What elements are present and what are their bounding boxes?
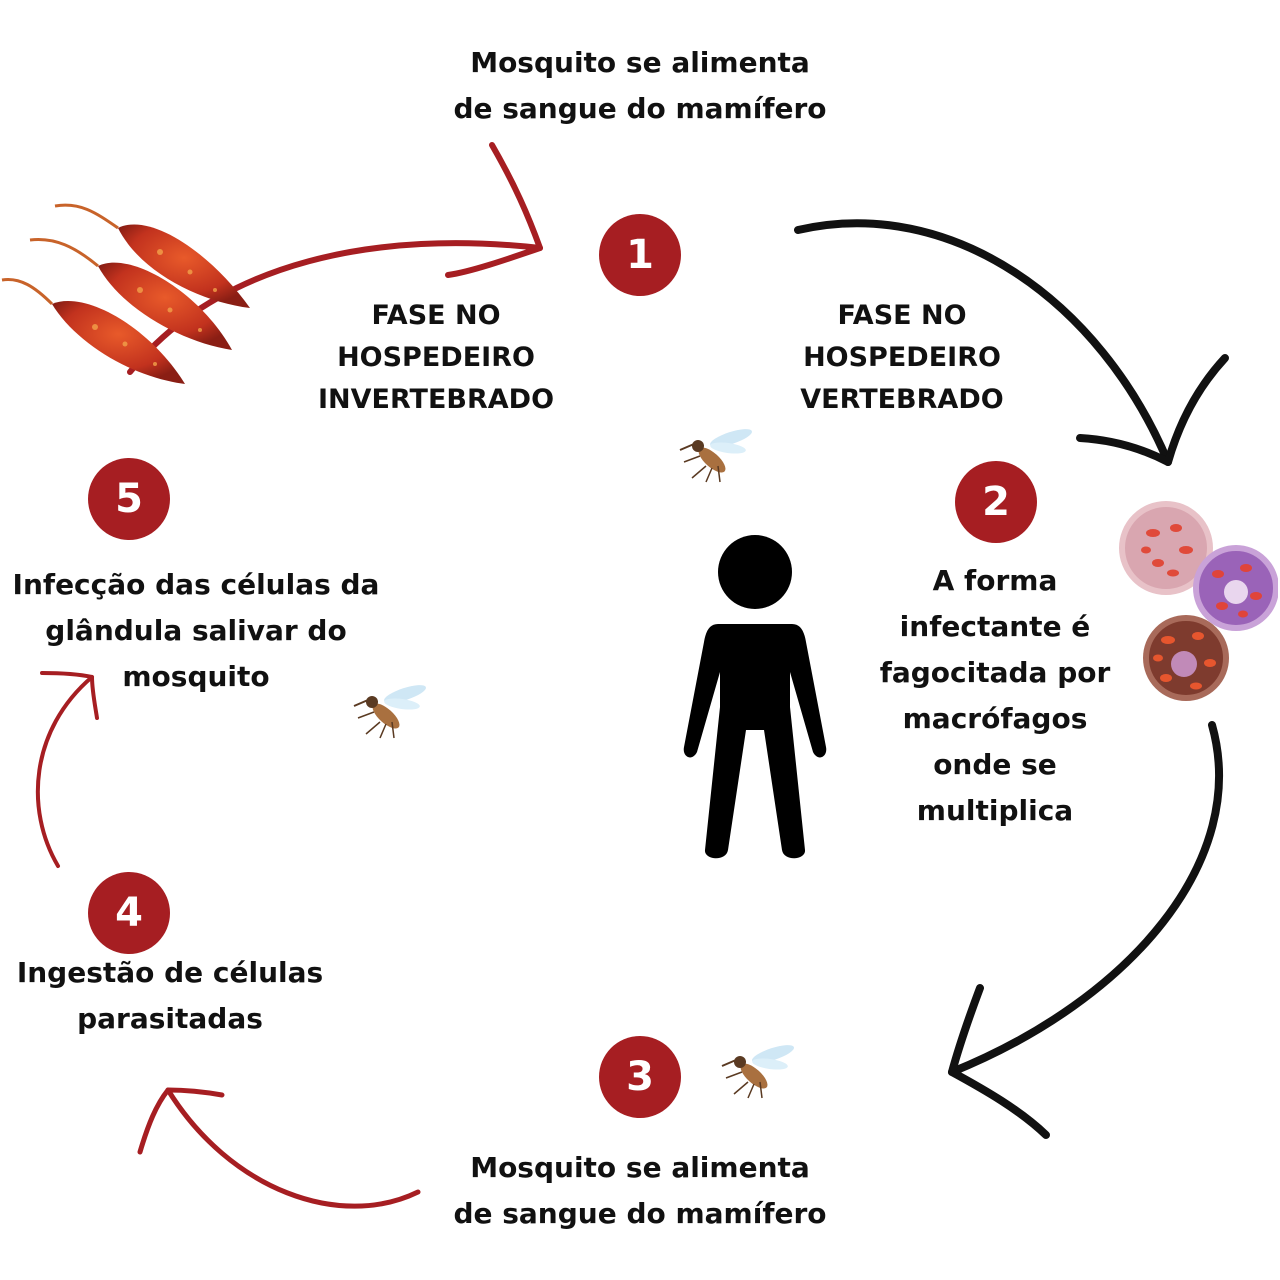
step-4-text: Ingestão de células parasitadas	[16, 956, 324, 1035]
phase-invertebrate-label: FASE NO HOSPEDEIRO INVERTEBRADO	[317, 300, 555, 415]
step-3-badge: 3	[599, 1036, 681, 1118]
arrow-1-to-2-head	[1076, 354, 1229, 466]
arrow-2-to-3	[948, 721, 1224, 1076]
step-1-text: Mosquito se alimenta de sangue do mamífe…	[453, 46, 827, 125]
arrow-5-to-1	[127, 240, 543, 375]
mosquito-icon	[721, 1045, 795, 1099]
mosquito-icon	[679, 429, 753, 483]
arrow-1-to-2	[794, 219, 1172, 466]
mosquito-icon	[353, 685, 427, 739]
arrow-2-to-3-head	[948, 984, 1050, 1139]
parasite-illustration	[1, 203, 250, 384]
arrow-5-to-1-head	[445, 142, 543, 278]
step-5-badge: 5	[88, 458, 170, 540]
arrow-4-to-5-head	[40, 671, 99, 720]
step-2-badge: 2	[955, 461, 1037, 543]
step-2-text: A forma infectante é fagocitada por macr…	[879, 564, 1111, 827]
arrow-4-to-5	[35, 675, 94, 868]
step-3-text: Mosquito se alimenta de sangue do mamífe…	[453, 1151, 827, 1230]
arrow-3-to-4-head	[137, 1087, 225, 1155]
arrow-3-to-4	[165, 1087, 421, 1209]
macrophage-cells-illustration	[1119, 501, 1278, 701]
phase-vertebrate-label: FASE NO HOSPEDEIRO VERTEBRADO	[800, 300, 1004, 415]
step-4-badge: 4	[88, 872, 170, 954]
step-5-text: Infecção das células da glândula salivar…	[12, 568, 380, 693]
step-1-badge: 1	[599, 214, 681, 296]
human-silhouette-icon	[683, 535, 827, 859]
